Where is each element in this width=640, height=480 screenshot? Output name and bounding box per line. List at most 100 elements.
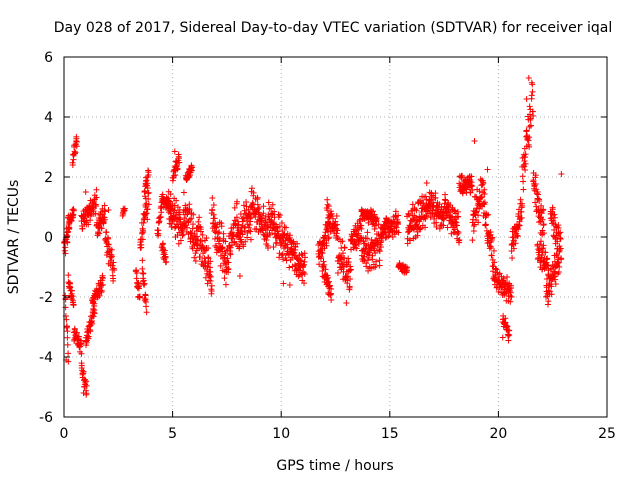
data-point bbox=[297, 257, 304, 264]
data-point bbox=[180, 231, 187, 238]
data-point bbox=[111, 266, 118, 273]
x-tick-label: 20 bbox=[489, 426, 507, 442]
data-point bbox=[325, 203, 332, 210]
data-point bbox=[91, 310, 98, 317]
data-point bbox=[235, 221, 242, 228]
data-point bbox=[322, 266, 329, 273]
data-point bbox=[208, 282, 215, 289]
data-point bbox=[544, 255, 551, 262]
data-point bbox=[426, 201, 433, 208]
data-point bbox=[499, 334, 506, 341]
y-tick-label: 4 bbox=[44, 110, 53, 126]
data-point bbox=[554, 238, 561, 245]
data-point bbox=[241, 207, 248, 214]
data-point bbox=[80, 390, 87, 396]
data-point bbox=[528, 92, 535, 99]
data-point bbox=[188, 164, 195, 171]
data-point bbox=[77, 340, 84, 347]
data-point bbox=[444, 224, 451, 231]
data-point bbox=[103, 229, 110, 236]
data-point bbox=[144, 180, 151, 187]
data-point bbox=[324, 201, 331, 208]
data-point bbox=[540, 221, 547, 228]
data-point bbox=[186, 172, 193, 179]
data-point bbox=[328, 210, 335, 217]
data-point bbox=[139, 236, 146, 243]
data-point bbox=[341, 254, 348, 261]
data-point bbox=[509, 254, 516, 261]
data-point bbox=[301, 254, 308, 261]
data-point bbox=[377, 244, 384, 251]
data-point bbox=[453, 222, 460, 229]
data-point bbox=[440, 222, 447, 229]
data-point bbox=[177, 237, 184, 244]
data-point bbox=[197, 253, 204, 260]
data-point bbox=[234, 198, 241, 205]
data-point bbox=[510, 241, 517, 248]
data-point bbox=[65, 272, 72, 279]
data-point bbox=[240, 202, 247, 209]
data-point bbox=[221, 275, 228, 282]
data-point bbox=[163, 258, 170, 265]
data-point bbox=[341, 244, 348, 251]
data-point bbox=[225, 265, 232, 272]
data-point bbox=[476, 198, 483, 205]
data-point bbox=[540, 206, 547, 213]
data-point bbox=[83, 382, 90, 389]
data-point bbox=[475, 219, 482, 226]
data-point bbox=[323, 242, 330, 249]
data-point bbox=[540, 242, 547, 249]
data-point bbox=[532, 172, 539, 179]
data-point bbox=[93, 194, 100, 201]
data-point bbox=[204, 280, 211, 287]
data-point bbox=[510, 245, 517, 252]
data-point bbox=[144, 206, 151, 213]
data-point bbox=[222, 281, 229, 288]
data-point bbox=[221, 254, 228, 261]
data-point bbox=[73, 138, 80, 145]
data-point bbox=[475, 212, 482, 219]
data-point bbox=[79, 225, 86, 232]
data-point bbox=[557, 236, 564, 243]
data-point bbox=[142, 193, 149, 200]
data-point bbox=[545, 287, 552, 294]
data-point bbox=[453, 219, 460, 226]
data-point bbox=[292, 252, 299, 259]
data-point bbox=[224, 255, 231, 262]
data-point bbox=[84, 334, 91, 341]
data-point bbox=[286, 232, 293, 239]
data-point bbox=[65, 350, 72, 357]
data-point bbox=[493, 266, 500, 273]
data-point bbox=[455, 213, 462, 220]
data-point bbox=[515, 226, 522, 233]
data-point bbox=[70, 207, 77, 214]
data-point bbox=[556, 230, 563, 237]
data-point bbox=[509, 240, 516, 247]
data-point bbox=[207, 273, 214, 280]
data-point bbox=[405, 210, 412, 217]
data-point bbox=[376, 248, 383, 255]
data-point bbox=[536, 219, 543, 226]
data-point bbox=[105, 235, 112, 242]
data-point bbox=[260, 210, 267, 217]
data-point bbox=[191, 254, 198, 261]
data-point bbox=[334, 235, 341, 242]
data-point bbox=[459, 173, 466, 179]
data-point bbox=[270, 244, 277, 251]
data-point bbox=[207, 258, 214, 265]
data-point bbox=[227, 251, 234, 258]
y-tick-label: -4 bbox=[39, 350, 53, 366]
data-point bbox=[473, 208, 480, 215]
data-point bbox=[359, 258, 366, 265]
data-point bbox=[228, 235, 235, 242]
data-point bbox=[161, 247, 168, 254]
data-point bbox=[404, 240, 411, 247]
data-point bbox=[469, 237, 476, 244]
data-point bbox=[327, 228, 334, 235]
data-point bbox=[209, 195, 216, 202]
data-point bbox=[301, 280, 308, 287]
data-point bbox=[143, 309, 150, 316]
data-point bbox=[200, 244, 207, 251]
data-point bbox=[487, 244, 494, 251]
data-point bbox=[507, 298, 514, 305]
